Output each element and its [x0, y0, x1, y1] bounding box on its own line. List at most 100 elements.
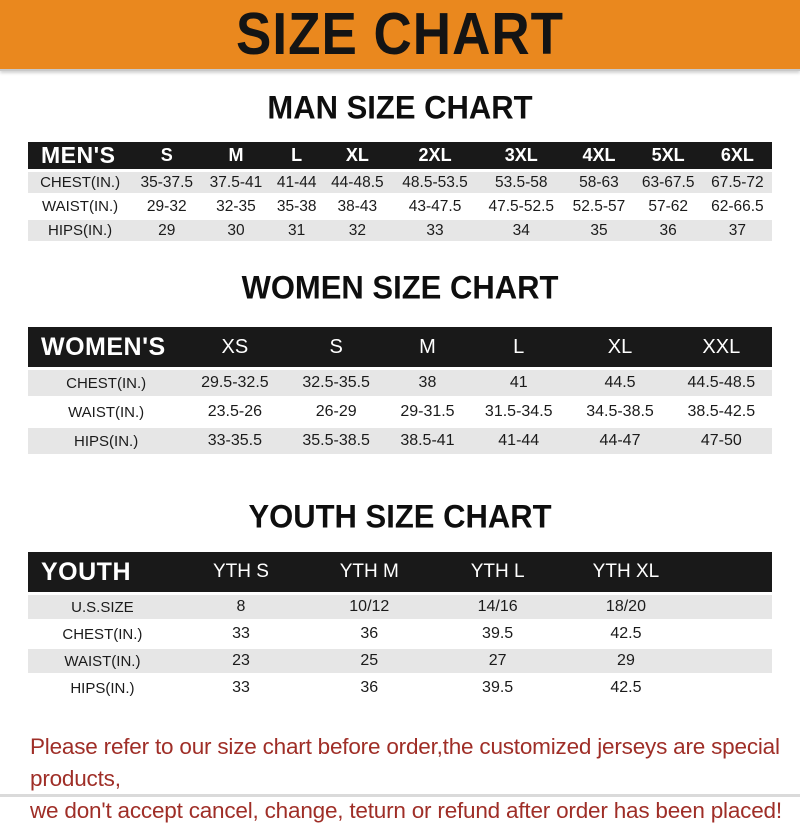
size-value-cell: 63-67.5 — [633, 172, 703, 193]
size-value-cell: 31.5-34.5 — [468, 399, 570, 425]
size-value-cell: 52.5-57 — [564, 196, 634, 217]
size-column-header: YTH S — [176, 552, 306, 592]
size-value-cell: 29-31.5 — [386, 399, 469, 425]
size-value-cell: 35 — [564, 220, 634, 241]
spacer-cell — [690, 676, 772, 700]
row-label: WAIST(IN.) — [28, 649, 177, 673]
size-value-cell: 58-63 — [564, 172, 634, 193]
size-value-cell: 32.5-35.5 — [285, 370, 387, 396]
size-value-cell: 34.5-38.5 — [569, 399, 671, 425]
table-row: CHEST(IN.) 33 36 39.5 42.5 — [28, 622, 772, 646]
size-value-cell: 41-44 — [468, 428, 570, 454]
size-column-header: 2XL — [391, 142, 479, 169]
size-value-cell: 38.5-42.5 — [670, 399, 772, 425]
table-row: WAIST(IN.) 29-32 32-35 35-38 38-43 43-47… — [28, 196, 772, 217]
size-column-header: XL — [569, 327, 671, 367]
size-value-cell: 18/20 — [561, 595, 691, 619]
size-value-cell: 42.5 — [561, 622, 691, 646]
spacer-cell — [690, 622, 772, 646]
size-value-cell: 41 — [468, 370, 570, 396]
row-label: HIPS(IN.) — [28, 428, 185, 454]
row-label: CHEST(IN.) — [28, 622, 177, 646]
table-row: U.S.SIZE 8 10/12 14/16 18/20 — [28, 595, 772, 619]
size-value-cell: 8 — [176, 595, 306, 619]
size-value-cell: 37.5-41 — [201, 172, 271, 193]
size-value-cell: 29-32 — [132, 196, 202, 217]
size-value-cell: 23 — [176, 649, 306, 673]
row-label: WAIST(IN.) — [28, 399, 185, 425]
womens-header-row: WOMEN'S XS S M L XL XXL — [28, 327, 772, 367]
size-value-cell: 25 — [305, 649, 434, 673]
row-label: HIPS(IN.) — [28, 676, 177, 700]
size-value-cell: 26-29 — [285, 399, 387, 425]
size-value-cell: 29.5-32.5 — [184, 370, 286, 396]
size-value-cell: 27 — [433, 649, 562, 673]
row-label: WAIST(IN.) — [28, 196, 133, 217]
size-value-cell: 39.5 — [433, 676, 562, 700]
table-row: WAIST(IN.) 23 25 27 29 — [28, 649, 772, 673]
size-value-cell: 41-44 — [270, 172, 323, 193]
spacer-cell — [690, 649, 772, 673]
size-value-cell: 48.5-53.5 — [391, 172, 479, 193]
size-chart-banner: SIZE CHART — [0, 0, 800, 71]
size-value-cell: 67.5-72 — [702, 172, 772, 193]
size-value-cell: 10/12 — [305, 595, 434, 619]
size-value-cell: 36 — [305, 622, 434, 646]
notice-line-1: Please refer to our size chart before or… — [30, 734, 780, 791]
youth-header-row: YOUTH YTH S YTH M YTH L YTH XL — [28, 552, 772, 592]
size-value-cell: 57-62 — [633, 196, 703, 217]
size-value-cell: 53.5-58 — [478, 172, 565, 193]
table-corner-label: YOUTH — [28, 552, 177, 592]
size-column-header: YTH M — [305, 552, 434, 592]
size-value-cell: 33 — [391, 220, 479, 241]
table-row: HIPS(IN.) 33-35.5 35.5-38.5 38.5-41 41-4… — [28, 428, 772, 454]
youth-size-table: YOUTH YTH S YTH M YTH L YTH XL U.S.SIZE … — [28, 549, 772, 703]
size-column-header: 3XL — [478, 142, 565, 169]
banner-title: SIZE CHART — [236, 1, 564, 68]
table-corner-label: WOMEN'S — [28, 327, 185, 367]
row-label: CHEST(IN.) — [28, 172, 133, 193]
size-value-cell: 47-50 — [670, 428, 772, 454]
size-column-header: S — [285, 327, 387, 367]
size-value-cell: 33 — [176, 622, 306, 646]
size-column-header: YTH XL — [561, 552, 691, 592]
size-value-cell: 43-47.5 — [391, 196, 479, 217]
order-notice: Please refer to our size chart before or… — [0, 731, 800, 827]
row-label: CHEST(IN.) — [28, 370, 185, 396]
size-value-cell: 42.5 — [561, 676, 691, 700]
bottom-divider — [0, 794, 800, 797]
size-value-cell: 44-48.5 — [322, 172, 392, 193]
spacer-cell — [690, 552, 772, 592]
table-corner-label: MEN'S — [28, 142, 133, 169]
size-value-cell: 33-35.5 — [184, 428, 286, 454]
size-value-cell: 37 — [702, 220, 772, 241]
size-value-cell: 30 — [201, 220, 271, 241]
size-value-cell: 36 — [305, 676, 434, 700]
size-value-cell: 35-37.5 — [132, 172, 202, 193]
size-value-cell: 35-38 — [270, 196, 323, 217]
row-label: U.S.SIZE — [28, 595, 177, 619]
youth-section-heading: YOUTH SIZE CHART — [248, 497, 552, 536]
size-value-cell: 14/16 — [433, 595, 562, 619]
size-column-header: L — [468, 327, 570, 367]
size-column-header: 6XL — [702, 142, 772, 169]
table-row: HIPS(IN.) 33 36 39.5 42.5 — [28, 676, 772, 700]
size-value-cell: 62-66.5 — [702, 196, 772, 217]
size-column-header: L — [270, 142, 323, 169]
size-column-header: XL — [322, 142, 392, 169]
size-column-header: YTH L — [433, 552, 562, 592]
table-row: CHEST(IN.) 35-37.5 37.5-41 41-44 44-48.5… — [28, 172, 772, 193]
row-label: HIPS(IN.) — [28, 220, 133, 241]
women-size-chart-section: WOMEN SIZE CHART WOMEN'S XS S M L XL XXL… — [0, 269, 800, 457]
size-value-cell: 38.5-41 — [386, 428, 469, 454]
size-chart-content: MAN SIZE CHART MEN'S S M L XL 2XL 3XL 4X… — [0, 89, 800, 827]
size-column-header: 4XL — [564, 142, 634, 169]
table-row: WAIST(IN.) 23.5-26 26-29 29-31.5 31.5-34… — [28, 399, 772, 425]
size-value-cell: 38 — [386, 370, 469, 396]
womens-size-table: WOMEN'S XS S M L XL XXL CHEST(IN.) 29.5-… — [28, 324, 772, 457]
size-value-cell: 23.5-26 — [184, 399, 286, 425]
size-column-header: 5XL — [633, 142, 703, 169]
size-value-cell: 33 — [176, 676, 306, 700]
man-size-chart-section: MAN SIZE CHART MEN'S S M L XL 2XL 3XL 4X… — [0, 89, 800, 244]
size-column-header: XXL — [670, 327, 772, 367]
